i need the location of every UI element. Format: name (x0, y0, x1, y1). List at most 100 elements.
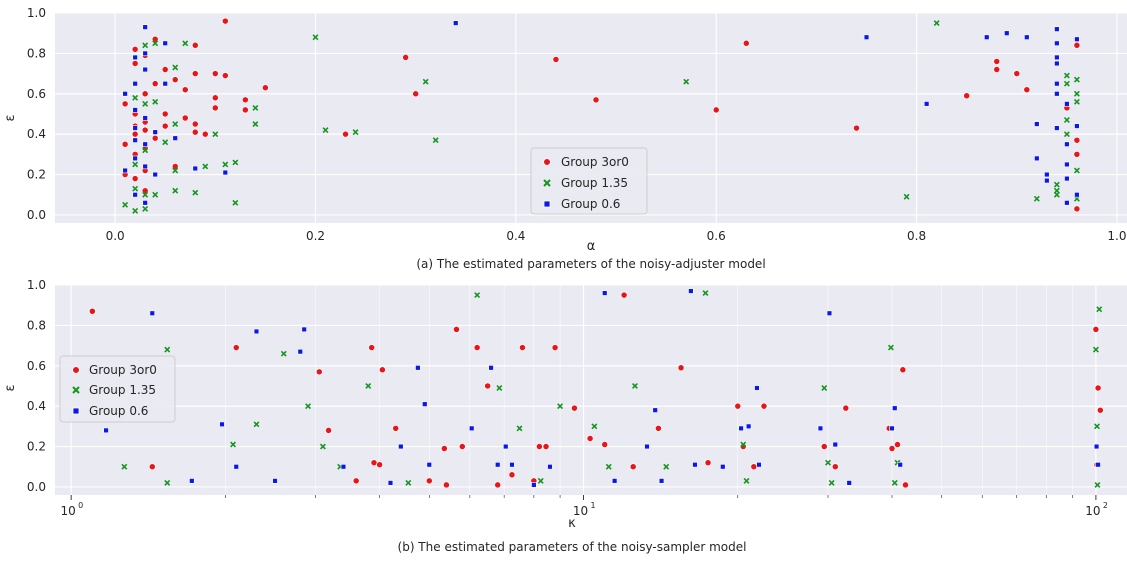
point-group-3or0 (542, 443, 550, 450)
point-group-3or0 (963, 92, 971, 100)
chart-b-caption: (b) The estimated parameters of the nois… (398, 540, 747, 554)
point-group-0-6 (488, 365, 494, 371)
point-group-3or0 (378, 366, 386, 374)
point-group-3or0 (368, 344, 376, 352)
point-group-1-35 (605, 463, 612, 470)
point-group-3or0 (1096, 406, 1104, 414)
point-group-0-6 (172, 135, 178, 141)
point-group-1-35 (1094, 481, 1101, 488)
point-group-0-6 (745, 423, 752, 430)
point-group-1-35 (352, 129, 359, 136)
point-group-1-35 (319, 443, 326, 450)
point-group-3or0 (453, 325, 460, 333)
chart-a-caption: (a) The estimated parameters of the nois… (416, 257, 765, 271)
point-group-3or0 (508, 471, 516, 479)
point-group-0-6 (233, 464, 239, 470)
point-group-0-6 (297, 348, 303, 355)
point-group-3or0 (704, 459, 712, 467)
point-group-3or0 (1013, 70, 1021, 78)
point-group-3or0 (148, 463, 156, 471)
point-group-1-35 (1073, 90, 1080, 97)
x-tick-label: 0.6 (707, 229, 726, 243)
point-group-3or0 (1073, 136, 1081, 144)
y-tick-label: 0.0 (27, 208, 46, 222)
point-group-3or0 (1092, 325, 1100, 333)
point-group-1-35 (821, 385, 828, 391)
point-group-0-6 (1054, 54, 1060, 61)
legend-marker-group-1-35 (543, 179, 551, 187)
point-group-0-6 (1034, 155, 1040, 162)
point-group-3or0 (473, 344, 481, 352)
point-group-3or0 (853, 124, 860, 132)
point-group-3or0 (902, 481, 909, 489)
point-group-1-35 (591, 423, 598, 430)
point-group-0-6 (1004, 30, 1010, 36)
point-group-0-6 (720, 464, 726, 470)
point-group-0-6 (738, 425, 744, 432)
point-group-3or0 (712, 106, 720, 114)
point-group-0-6 (984, 34, 990, 40)
point-group-0-6 (531, 482, 537, 488)
point-group-3or0 (131, 60, 139, 67)
point-group-0-6 (832, 441, 838, 448)
point-group-0-6 (658, 478, 665, 484)
point-group-0-6 (503, 443, 509, 450)
point-group-0-6 (1044, 177, 1050, 184)
point-group-1-35 (132, 207, 139, 214)
point-group-3or0 (425, 477, 433, 485)
point-group-0-6 (132, 192, 138, 198)
point-group-3or0 (677, 364, 685, 372)
series-group-1-35 (121, 290, 1103, 488)
point-group-3or0 (750, 463, 758, 471)
point-group-1-35 (132, 94, 139, 101)
point-group-0-6 (509, 462, 515, 468)
point-group-1-35 (253, 421, 260, 428)
point-group-3or0 (241, 96, 249, 104)
chart-a-ticks: 0.0 0.2 0.4 0.6 0.8 1.0 0.0 0.2 0.4 0.6 0.8 1.0 (27, 6, 1127, 243)
point-group-0-6 (142, 50, 148, 57)
point-group-3or0 (181, 114, 189, 122)
point-group-3or0 (370, 459, 378, 467)
x-tick-label: 1.0 (1107, 229, 1126, 243)
point-group-1-35 (1094, 423, 1100, 430)
point-group-1-35 (142, 205, 149, 212)
point-group-3or0 (141, 126, 149, 134)
series-group-0-6 (103, 288, 1101, 488)
point-group-3or0 (261, 84, 269, 92)
point-group-1-35 (182, 40, 189, 47)
point-group-3or0 (535, 443, 543, 450)
point-group-3or0 (191, 120, 199, 128)
point-group-0-6 (692, 462, 698, 468)
point-group-1-35 (162, 139, 169, 146)
point-group-3or0 (654, 424, 662, 432)
point-group-0-6 (1024, 34, 1030, 40)
point-group-3or0 (760, 402, 768, 410)
point-group-3or0 (620, 291, 628, 299)
chart-b-legend-box (59, 355, 176, 423)
x-tick-exponent: 0 (78, 501, 83, 510)
point-group-0-6 (132, 155, 138, 162)
point-group-3or0 (141, 90, 149, 98)
y-tick-label: 0.4 (27, 399, 46, 413)
point-group-1-35 (422, 78, 429, 85)
x-tick-exponent: 1 (591, 501, 596, 510)
point-group-3or0 (742, 39, 750, 47)
legend-label-group-3or0: Group 3or0 (561, 155, 629, 169)
point-group-1-35 (1073, 98, 1080, 105)
point-group-3or0 (899, 366, 907, 374)
point-group-0-6 (1034, 121, 1040, 127)
point-group-1-35 (740, 441, 747, 448)
point-group-1-35 (172, 64, 179, 71)
point-group-3or0 (820, 443, 828, 450)
chart-a-grid (55, 12, 1127, 223)
point-group-3or0 (570, 404, 578, 412)
y-tick-label: 0.6 (27, 359, 46, 373)
y-tick-label: 0.8 (27, 318, 46, 332)
y-tick-label: 0.8 (27, 46, 46, 60)
point-group-3or0 (161, 66, 169, 73)
point-group-1-35 (252, 104, 259, 111)
point-group-3or0 (352, 477, 360, 485)
point-group-0-6 (162, 40, 168, 46)
point-group-0-6 (1054, 40, 1060, 46)
point-group-3or0 (993, 58, 1001, 65)
